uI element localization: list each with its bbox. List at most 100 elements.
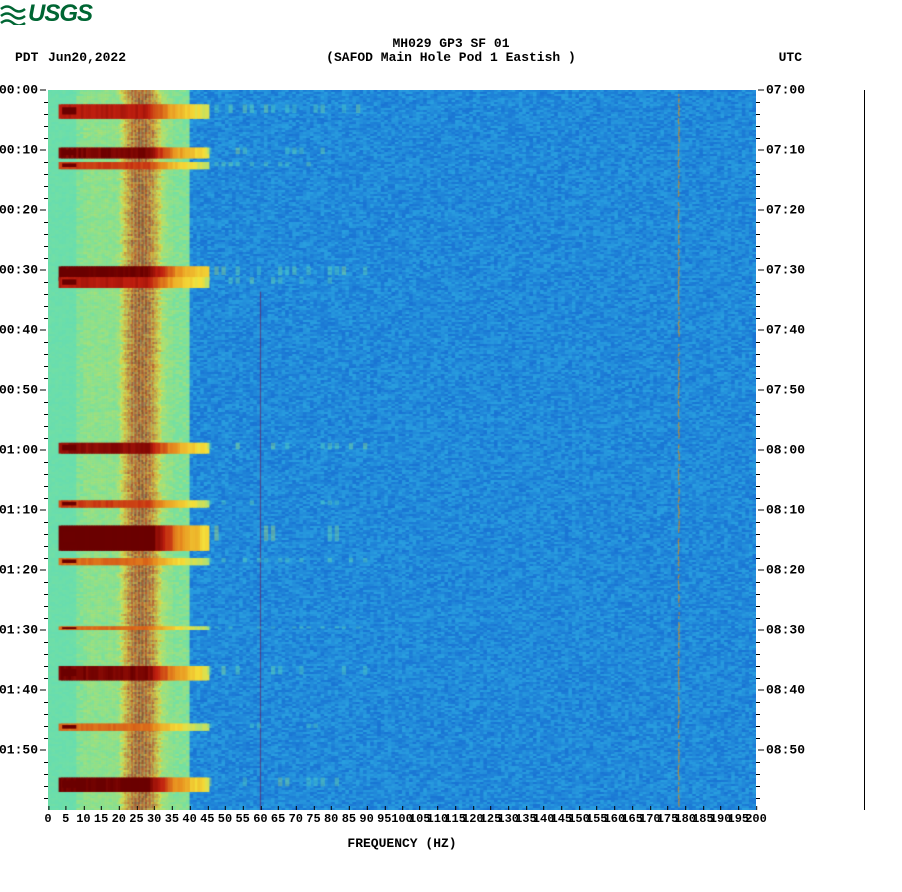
ytick-left-minor <box>44 654 48 655</box>
ytick-left-minor <box>44 258 48 259</box>
ytick-right-minor <box>756 738 760 739</box>
tz-right-label: UTC <box>779 50 802 65</box>
ytick-right: 07:00 <box>758 83 805 98</box>
ytick-right-minor <box>756 402 760 403</box>
xtick: 45 <box>200 812 214 826</box>
ytick-left-minor <box>44 678 48 679</box>
ytick-right: 08:30 <box>758 623 805 638</box>
ytick-right-minor <box>756 486 760 487</box>
ytick-right-minor <box>756 378 760 379</box>
ytick-left-minor <box>44 606 48 607</box>
ytick-left-minor <box>44 786 48 787</box>
ytick-right: 08:40 <box>758 683 805 698</box>
xtick: 40 <box>182 812 196 826</box>
ytick-right-minor <box>756 126 760 127</box>
ytick-right-minor <box>756 522 760 523</box>
ytick-left-minor <box>44 126 48 127</box>
xtick: 200 <box>745 812 767 826</box>
ytick-right-minor <box>756 726 760 727</box>
ytick-left-minor <box>44 474 48 475</box>
ytick-right-minor <box>756 798 760 799</box>
ytick-right: 07:30 <box>758 263 805 278</box>
ytick-left-minor <box>44 726 48 727</box>
ytick-right-minor <box>756 582 760 583</box>
ytick-left: 00:50 <box>0 383 46 398</box>
ytick-left-minor <box>44 738 48 739</box>
ytick-right: 08:10 <box>758 503 805 518</box>
ytick-right-minor <box>756 606 760 607</box>
ytick-right-minor <box>756 462 760 463</box>
xtick: 50 <box>218 812 232 826</box>
ytick-right-minor <box>756 138 760 139</box>
ytick-left-minor <box>44 222 48 223</box>
ytick-left: 01:30 <box>0 623 46 638</box>
plot-subtitle: (SAFOD Main Hole Pod 1 Eastish ) <box>0 50 902 65</box>
xtick: 90 <box>359 812 373 826</box>
xtick: 65 <box>271 812 285 826</box>
ytick-left: 01:40 <box>0 683 46 698</box>
ytick-left-minor <box>44 174 48 175</box>
xtick: 5 <box>62 812 69 826</box>
ytick-left-minor <box>44 522 48 523</box>
ytick-left-minor <box>44 498 48 499</box>
ytick-left-minor <box>44 594 48 595</box>
xtick: 30 <box>147 812 161 826</box>
ytick-right-minor <box>756 678 760 679</box>
ytick-left: 00:20 <box>0 203 46 218</box>
ytick-left-minor <box>44 114 48 115</box>
ytick-right-minor <box>756 438 760 439</box>
xtick: 20 <box>112 812 126 826</box>
ytick-left-minor <box>44 102 48 103</box>
ytick-right-minor <box>756 426 760 427</box>
logo-text: USGS <box>28 0 92 28</box>
ytick-right: 08:20 <box>758 563 805 578</box>
ytick-left-minor <box>44 546 48 547</box>
ytick-left: 00:40 <box>0 323 46 338</box>
ytick-right-minor <box>756 282 760 283</box>
ytick-right-minor <box>756 498 760 499</box>
ytick-left: 01:20 <box>0 563 46 578</box>
ytick-left: 00:10 <box>0 143 46 158</box>
ytick-right-minor <box>756 294 760 295</box>
xtick: 0 <box>44 812 51 826</box>
ytick-left-minor <box>44 138 48 139</box>
ytick-left-minor <box>44 462 48 463</box>
ytick-right-minor <box>756 546 760 547</box>
ytick-right-minor <box>756 366 760 367</box>
ytick-right-minor <box>756 558 760 559</box>
xtick: 95 <box>377 812 391 826</box>
ytick-right: 07:50 <box>758 383 805 398</box>
y-axis-left: 00:0000:1000:2000:3000:4000:5001:0001:10… <box>0 90 48 810</box>
ytick-left-minor <box>44 558 48 559</box>
xtick: 35 <box>165 812 179 826</box>
ytick-right-minor <box>756 654 760 655</box>
ytick-left-minor <box>44 306 48 307</box>
ytick-left-minor <box>44 762 48 763</box>
ytick-left-minor <box>44 774 48 775</box>
ytick-left: 01:00 <box>0 443 46 458</box>
ytick-left-minor <box>44 702 48 703</box>
xtick: 85 <box>342 812 356 826</box>
ytick-right-minor <box>756 474 760 475</box>
ytick-left-minor <box>44 714 48 715</box>
ytick-right-minor <box>756 618 760 619</box>
ytick-right-minor <box>756 174 760 175</box>
ytick-left-minor <box>44 282 48 283</box>
xtick: 75 <box>306 812 320 826</box>
ytick-right-minor <box>756 666 760 667</box>
ytick-left-minor <box>44 318 48 319</box>
ytick-left-minor <box>44 366 48 367</box>
xtick: 25 <box>129 812 143 826</box>
y-axis-right: 07:0007:1007:2007:3007:4007:5008:0008:10… <box>756 90 816 810</box>
ytick-right-minor <box>756 114 760 115</box>
spectrogram-canvas <box>48 90 756 810</box>
ytick-left-minor <box>44 198 48 199</box>
ytick-left-minor <box>44 402 48 403</box>
ytick-right-minor <box>756 534 760 535</box>
ytick-right-minor <box>756 762 760 763</box>
ytick-left-minor <box>44 354 48 355</box>
tz-left-label: PDT <box>15 50 38 65</box>
ytick-left-minor <box>44 534 48 535</box>
ytick-right-minor <box>756 786 760 787</box>
ytick-left-minor <box>44 426 48 427</box>
